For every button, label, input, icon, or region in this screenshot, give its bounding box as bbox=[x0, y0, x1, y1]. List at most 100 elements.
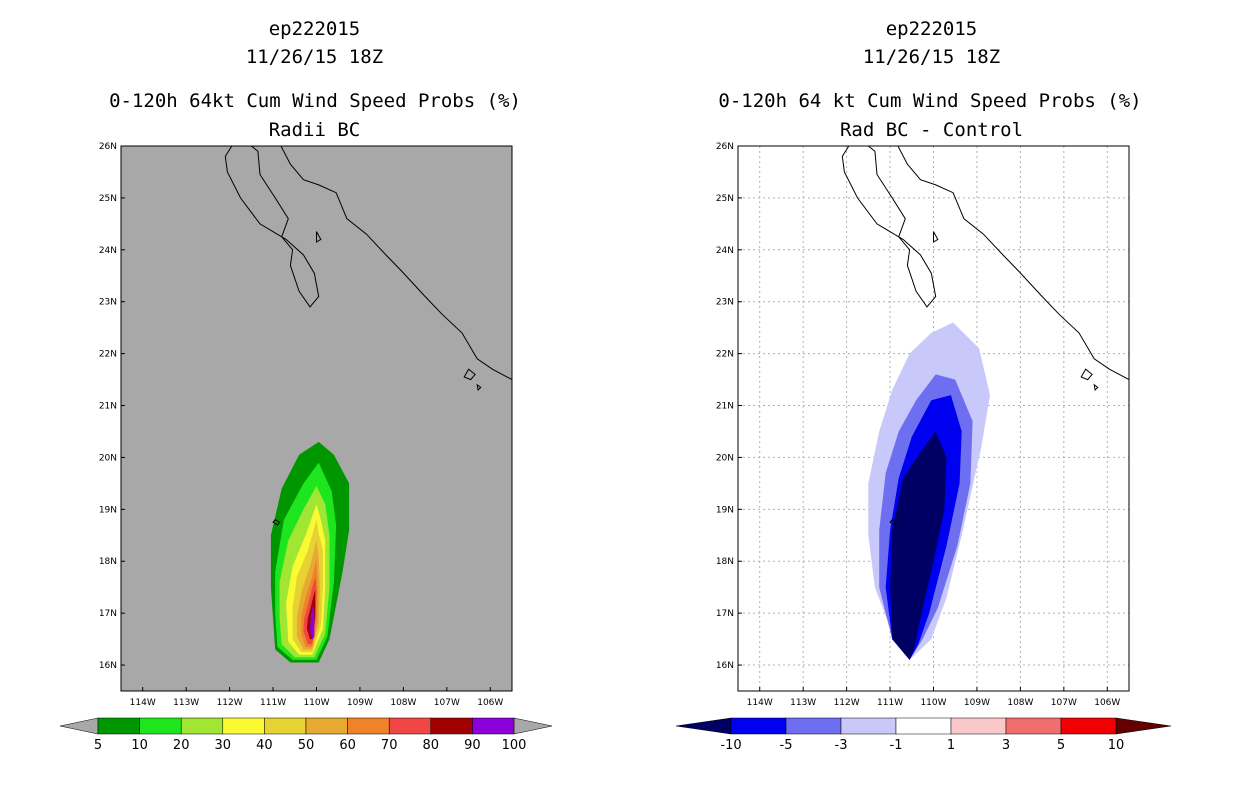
colorbar-swatch bbox=[97, 717, 140, 735]
island-outline bbox=[933, 231, 939, 243]
colorbar-label: 30 bbox=[215, 738, 232, 753]
colorbar-swatch bbox=[785, 717, 842, 735]
baja-coastline bbox=[841, 146, 937, 308]
colorbar-arrow-low bbox=[59, 717, 99, 735]
y-tick-label: 20N bbox=[99, 453, 117, 463]
y-tick-label: 17N bbox=[99, 609, 117, 619]
left-title-line3: 0-120h 64kt Cum Wind Speed Probs (%) bbox=[109, 90, 521, 112]
colorbar-label: 70 bbox=[381, 738, 398, 753]
y-tick-label: 22N bbox=[99, 350, 117, 360]
y-tick-label: 21N bbox=[99, 402, 117, 412]
x-tick-label: 111W bbox=[877, 698, 903, 708]
x-tick-label: 113W bbox=[173, 698, 199, 708]
y-tick-label: 19N bbox=[99, 505, 117, 515]
colorbar-swatch bbox=[347, 717, 390, 735]
baja-coastline bbox=[224, 146, 320, 308]
colorbar-label: -10 bbox=[720, 738, 741, 753]
plot-area bbox=[738, 146, 1129, 691]
x-tick-label: 110W bbox=[920, 698, 946, 708]
x-tick-label: 114W bbox=[747, 698, 773, 708]
colorbar-swatch bbox=[180, 717, 224, 735]
x-tick-label: 106W bbox=[1094, 698, 1120, 708]
plot-area bbox=[224, 146, 512, 663]
y-tick-label: 25N bbox=[716, 194, 734, 204]
x-tick-label: 111W bbox=[260, 698, 286, 708]
y-tick-label: 23N bbox=[99, 298, 117, 308]
colorbar-swatch bbox=[222, 717, 265, 735]
colorbar-swatch bbox=[264, 717, 307, 735]
x-tick-label: 107W bbox=[434, 698, 460, 708]
y-tick-label: 18N bbox=[716, 557, 734, 567]
x-tick-label: 107W bbox=[1051, 698, 1077, 708]
y-tick-label: 18N bbox=[99, 557, 117, 567]
island-outline bbox=[1093, 383, 1099, 392]
x-tick-label: 109W bbox=[347, 698, 373, 708]
right-title-line3: 0-120h 64 kt Cum Wind Speed Probs (%) bbox=[718, 90, 1142, 112]
y-tick-label: 16N bbox=[99, 661, 117, 671]
colorbar-label: -3 bbox=[835, 738, 848, 753]
colorbar-arrow-high bbox=[513, 717, 553, 735]
colorbar-label: -1 bbox=[890, 738, 903, 753]
panel-2: 114W 113W 112W 111W 110W 109W 108W 107W 106W 16N 1… bbox=[675, 142, 1172, 753]
mainland-coastline bbox=[280, 146, 512, 381]
x-tick-label: 108W bbox=[390, 698, 416, 708]
island-outline bbox=[889, 519, 898, 526]
colorbar-swatch bbox=[1005, 717, 1062, 735]
colorbar-label: 5 bbox=[94, 738, 102, 753]
colorbar-label: 5 bbox=[1057, 738, 1065, 753]
x-tick-label: 114W bbox=[130, 698, 156, 708]
colorbar-label: 1 bbox=[947, 738, 955, 753]
contour-neg10 bbox=[890, 431, 947, 660]
y-tick-label: 21N bbox=[716, 402, 734, 412]
colorbar-swatch bbox=[430, 717, 473, 735]
colorbar-swatch bbox=[305, 717, 348, 735]
mainland-coastline bbox=[897, 146, 1129, 381]
x-tick-label: 108W bbox=[1007, 698, 1033, 708]
contour-90 bbox=[310, 605, 315, 640]
colorbar-swatch bbox=[139, 717, 182, 735]
x-tick-label: 113W bbox=[790, 698, 816, 708]
colorbar-label: -5 bbox=[780, 738, 793, 753]
right-title-line4: Rad BC - Control bbox=[839, 119, 1024, 141]
colorbar-label: 20 bbox=[173, 738, 190, 753]
colorbar-swatch bbox=[730, 717, 787, 735]
x-tick-label: 112W bbox=[217, 698, 243, 708]
y-tick-label: 23N bbox=[716, 298, 734, 308]
x-tick-label: 112W bbox=[834, 698, 860, 708]
colorbar-swatch bbox=[388, 717, 432, 735]
left-title-line1: ep222015 bbox=[268, 18, 361, 40]
y-tick-label: 24N bbox=[99, 246, 117, 256]
colorbar-swatch bbox=[1060, 717, 1117, 735]
colorbar-label: 60 bbox=[339, 738, 356, 753]
island-outline bbox=[463, 368, 476, 381]
island-outline bbox=[272, 519, 281, 526]
colorbar-label: 10 bbox=[1108, 738, 1125, 753]
right-title-line1: ep222015 bbox=[885, 18, 978, 40]
y-tick-label: 26N bbox=[716, 142, 734, 152]
colorbar-swatch bbox=[840, 717, 897, 735]
colorbar-label: 100 bbox=[502, 738, 527, 753]
y-tick-label: 17N bbox=[716, 609, 734, 619]
y-tick-label: 22N bbox=[716, 350, 734, 360]
y-tick-label: 25N bbox=[99, 194, 117, 204]
colorbar-arrow-low bbox=[675, 717, 732, 735]
left-title-line2: 11/26/15 18Z bbox=[245, 46, 384, 68]
y-tick-label: 19N bbox=[716, 505, 734, 515]
island-outline bbox=[316, 231, 322, 243]
y-tick-label: 24N bbox=[716, 246, 734, 256]
colorbar-label: 3 bbox=[1002, 738, 1010, 753]
left-title-line4: Radii BC bbox=[268, 119, 361, 141]
colorbar-label: 80 bbox=[423, 738, 440, 753]
y-tick-label: 26N bbox=[99, 142, 117, 152]
y-tick-label: 20N bbox=[716, 453, 734, 463]
x-tick-label: 110W bbox=[303, 698, 329, 708]
colorbar-label: 90 bbox=[464, 738, 481, 753]
island-outline bbox=[1080, 368, 1093, 381]
colorbar-label: 50 bbox=[298, 738, 315, 753]
island-outline bbox=[476, 383, 482, 392]
x-tick-label: 106W bbox=[477, 698, 503, 708]
colorbar-label: 40 bbox=[256, 738, 273, 753]
panel-1: 114W 113W 112W 111W 110W 109W 108W 107W 106W 16N 1… bbox=[59, 142, 553, 753]
colorbar-swatch bbox=[472, 717, 515, 735]
